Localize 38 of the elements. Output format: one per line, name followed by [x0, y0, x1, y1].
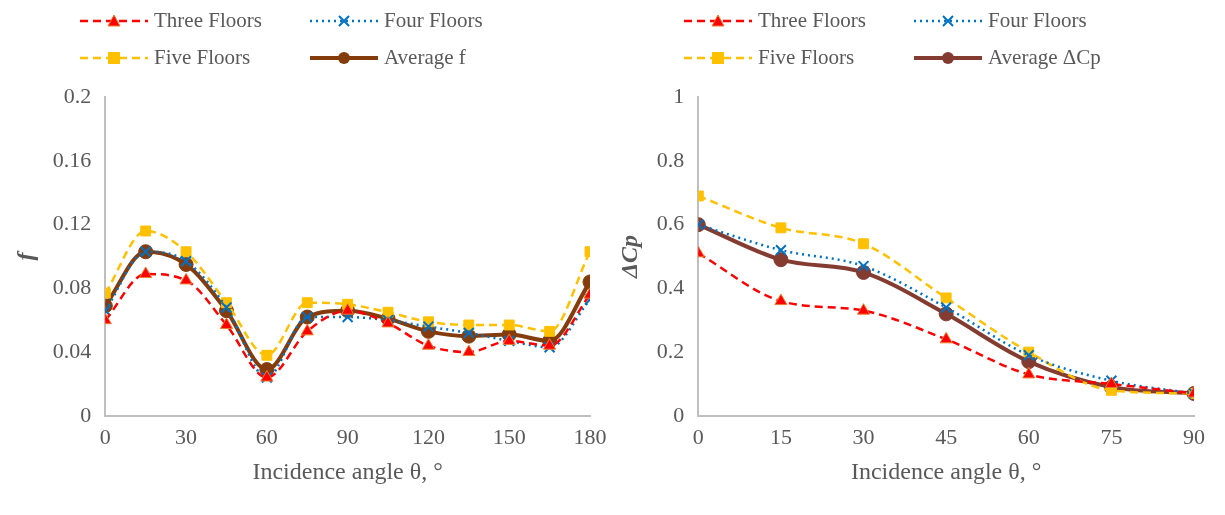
legend-label: Three Floors	[154, 8, 262, 33]
legend-label: Five Floors	[758, 45, 855, 70]
y-tick-label: 0	[80, 401, 92, 427]
y-tick-label: 0.2	[656, 337, 685, 363]
y-tick-label: 0.8	[656, 146, 685, 172]
x-tick-label: 60	[255, 423, 278, 449]
y-tick-label: 0.04	[52, 337, 92, 363]
x-tick-label: 180	[573, 423, 607, 449]
x-tick-label: 0	[99, 423, 111, 449]
x-axis-title: Incidence angle θ, °	[850, 457, 1042, 484]
legend-label: Five Floors	[154, 45, 251, 70]
y-tick-label: 1	[673, 82, 685, 108]
x-tick-label: 120	[411, 423, 445, 449]
y-tick-label: 0.4	[656, 274, 685, 300]
y-axis-title: f	[11, 250, 38, 261]
x-tick-label: 60	[1017, 423, 1040, 449]
y-tick-label: 0.08	[52, 274, 92, 300]
y-tick-label: 0.2	[63, 82, 92, 108]
x-tick-label: 90	[336, 423, 359, 449]
x-tick-label: 45	[935, 423, 958, 449]
legend-label: Four Floors	[384, 8, 483, 33]
x-tick-label: 90	[1183, 423, 1205, 449]
x-tick-label: 75	[1100, 423, 1123, 449]
y-tick-label: 0.12	[52, 210, 92, 236]
y-tick-label: 0.6	[656, 210, 685, 236]
x-tick-label: 15	[769, 423, 792, 449]
x-tick-label: 0	[692, 423, 704, 449]
y-tick-label: 0	[673, 401, 685, 427]
x-tick-label: 30	[175, 423, 198, 449]
x-tick-label: 30	[852, 423, 875, 449]
legend-label: Average f	[384, 45, 466, 70]
x-axis-title: Incidence angle θ, °	[252, 457, 443, 484]
y-axis-title: ΔCp	[615, 234, 642, 280]
x-tick-label: 150	[492, 423, 526, 449]
legend-label: Three Floors	[758, 8, 866, 33]
legend-label: Average ΔCp	[988, 45, 1101, 70]
y-tick-label: 0.16	[52, 146, 92, 172]
legend-label: Four Floors	[988, 8, 1087, 33]
